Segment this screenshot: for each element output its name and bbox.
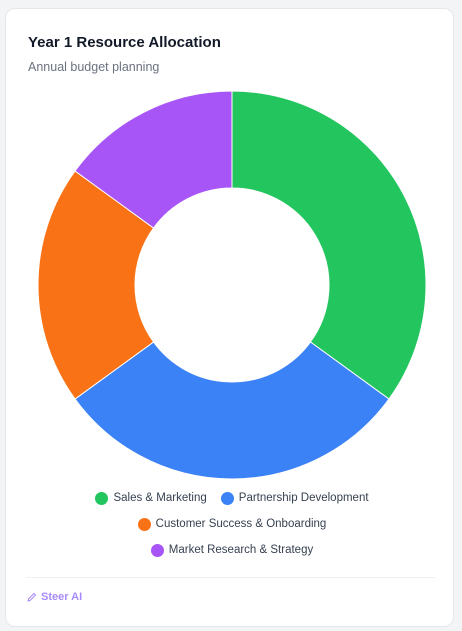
- slice: [231, 90, 427, 400]
- legend-swatch: [137, 517, 151, 531]
- chart-title: Year 1 Resource Allocation: [28, 34, 221, 51]
- legend-item[interactable]: Market Research & Strategy: [150, 541, 314, 559]
- legend-swatch: [95, 491, 109, 505]
- pencil-icon: [27, 592, 37, 602]
- slice: [74, 90, 233, 229]
- divider: [26, 577, 435, 578]
- legend-swatch: [150, 543, 164, 557]
- slice: [37, 170, 155, 400]
- steer-ai-button[interactable]: Steer AI: [27, 591, 82, 603]
- legend-label: Sales & Marketing: [113, 492, 207, 504]
- footer-label[interactable]: Steer AI: [41, 591, 83, 603]
- legend-item[interactable]: Partnership Development: [220, 489, 369, 507]
- legend-swatch: [220, 491, 234, 505]
- legend: Sales & Marketing Partnership Development…: [82, 489, 382, 559]
- legend-item[interactable]: Customer Success & Onboarding: [137, 515, 327, 533]
- legend-label: Customer Success & Onboarding: [155, 518, 327, 530]
- legend-item[interactable]: Sales & Marketing: [95, 489, 207, 507]
- legend-label: Partnership Development: [238, 492, 369, 504]
- chart-subtitle: Annual budget planning: [28, 60, 160, 74]
- slice: [74, 341, 390, 480]
- chart: [37, 90, 427, 480]
- card: Year 1 Resource Allocation Annual budget…: [5, 8, 454, 627]
- legend-label: Market Research & Strategy: [168, 544, 314, 556]
